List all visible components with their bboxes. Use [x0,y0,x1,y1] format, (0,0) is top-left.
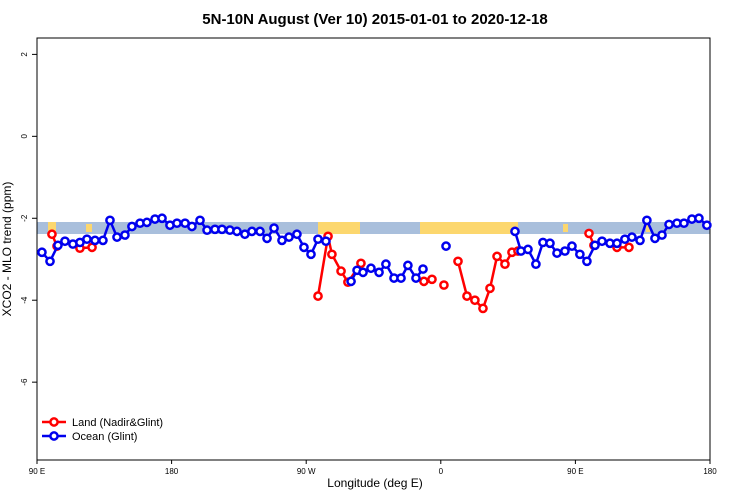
data-point [47,229,57,240]
data-point [327,249,337,260]
data-point [98,235,108,246]
data-point [306,249,316,260]
data-point [202,225,212,236]
data-point [411,273,421,283]
x-tick-label: 90 E [567,467,583,476]
data-point [597,236,607,247]
data-point [90,235,100,246]
data-point [366,263,376,274]
data-point [694,213,704,224]
x-axis-label: Longitude (deg E) [327,476,422,490]
data-point [500,259,510,270]
data-point [419,276,429,287]
data-point [172,218,182,229]
data-point [453,256,463,267]
data-point [560,246,570,256]
data-point [60,236,70,247]
data-point [374,267,384,278]
data-point [462,291,472,301]
data-point [313,234,323,245]
y-tick-label: -6 [20,378,29,386]
data-point [575,249,585,260]
data-point [82,234,92,245]
data-point [492,251,502,262]
y-tick-label: 0 [20,134,29,139]
data-point [418,264,428,274]
data-point [269,223,279,233]
data-point [441,241,451,251]
chart-title: 5N-10N August (Ver 10) 2015-01-01 to 202… [202,11,547,28]
data-point [321,236,331,247]
data-point [427,274,437,285]
plot-frame [36,37,711,461]
data-point [232,226,242,237]
data-point [510,226,520,237]
x-tick-label: 90 E [29,467,45,476]
data-point [336,266,346,276]
data-point [642,215,652,226]
data-point [584,228,594,239]
x-tick-label: 180 [703,467,717,476]
y-tick-label: -4 [20,296,29,304]
x-tick-label: 90 W [297,467,316,476]
data-point [612,238,622,249]
data-point [120,230,130,240]
data-point [485,283,495,294]
data-point [381,259,391,270]
data-point [439,280,449,290]
data-point [531,259,541,270]
data-point [624,242,634,253]
data-point [567,241,577,251]
data-point [396,273,406,283]
y-tick-label: 2 [20,52,29,57]
data-point [313,291,323,301]
data-point [187,221,197,232]
data-point [247,226,257,237]
x-tick-label: 0 [439,467,444,476]
data-point [142,217,152,228]
data-point [37,247,47,258]
legend-marker [49,417,59,427]
data-point [356,258,366,269]
data-point [127,221,137,232]
data-point [195,215,205,226]
data-point [217,224,227,235]
data-point [552,248,562,258]
data-point [346,276,356,287]
data-point [582,256,592,267]
data-point [523,244,533,255]
data-point [53,240,63,251]
y-tick-label: -2 [20,214,29,222]
x-tick-label: 180 [165,467,179,476]
data-point [112,232,122,242]
data-point [702,220,712,231]
data-point [403,260,413,271]
legend-label: Land (Nadir&Glint) [72,417,163,429]
legend-marker [49,431,59,441]
data-point [679,218,689,229]
data-point [657,230,667,240]
data-point [470,295,480,306]
data-point [545,238,555,249]
data-point [284,232,294,242]
data-point [478,303,488,314]
data-point [255,226,265,237]
data-point [664,219,674,230]
legend-label: Ocean (Glint) [72,431,137,443]
data-point [635,235,645,246]
data-point [590,240,600,251]
data-point [292,229,302,240]
data-point [358,267,368,278]
data-point [299,242,309,253]
data-point [105,215,115,226]
data-point [45,256,55,267]
data-point [157,213,167,224]
data-point [627,232,637,242]
y-axis-label: XCO2 - MLO trend (ppm) [0,182,14,317]
data-point [262,233,272,244]
